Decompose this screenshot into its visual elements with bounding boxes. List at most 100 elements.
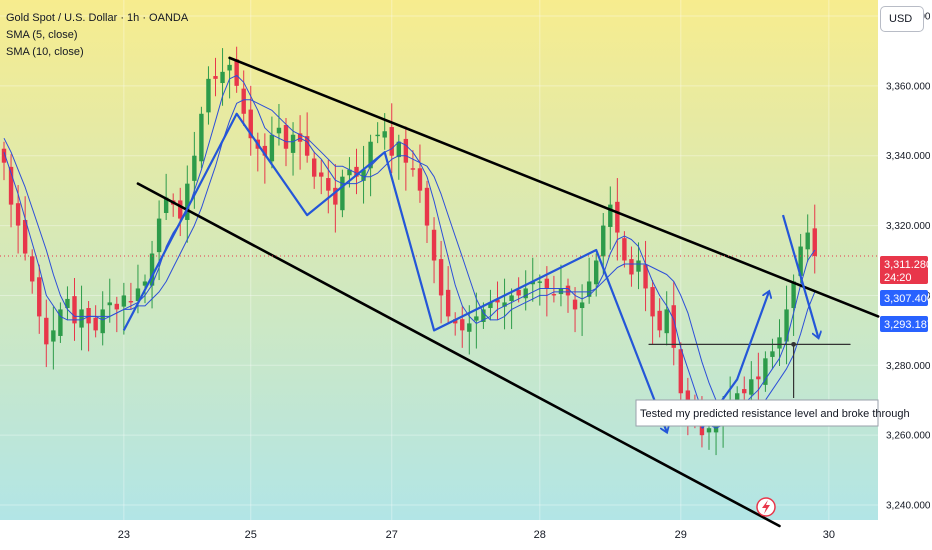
candle-body	[304, 136, 310, 156]
candle-body	[396, 141, 401, 158]
sma10-legend[interactable]: SMA (10, close)	[6, 46, 84, 58]
candle-body	[368, 141, 373, 169]
candle-body	[481, 309, 486, 322]
price-tag-sma_5	[880, 290, 928, 306]
candle-body	[756, 376, 761, 380]
candle-body	[262, 145, 268, 156]
candle-body	[565, 285, 571, 296]
x-tick-label: 27	[386, 529, 398, 541]
candle-body	[572, 299, 578, 310]
lower-trendline	[136, 182, 781, 528]
candle-body	[199, 113, 204, 162]
time-axis[interactable]: 23 25 27 28 29 30	[118, 529, 835, 541]
candle-body	[276, 127, 282, 134]
candle-body	[770, 351, 775, 357]
price-tag-label: 3,293.187	[884, 319, 932, 331]
candle-body	[784, 309, 789, 342]
candle-body	[107, 302, 112, 306]
candle-body	[79, 309, 84, 328]
x-tick-label: 25	[245, 529, 257, 541]
candle-body	[453, 319, 458, 324]
candle-body	[742, 389, 747, 394]
candle-body	[86, 308, 91, 324]
candle-body	[403, 138, 409, 163]
candle-body	[474, 316, 479, 321]
candle-body	[579, 302, 585, 309]
candle-body	[149, 253, 155, 286]
y-tick-label: 3,260.000	[886, 431, 931, 442]
candle-body	[671, 305, 676, 348]
candle-body	[495, 299, 500, 303]
candle-body	[375, 134, 380, 137]
candle-body	[509, 295, 514, 302]
candle-body	[558, 288, 564, 295]
candle-body	[586, 281, 592, 297]
x-tick-label: 30	[823, 529, 835, 541]
candle-body	[15, 203, 21, 226]
candle-body	[608, 204, 613, 227]
candle-body	[735, 393, 740, 404]
candle-body	[156, 218, 162, 253]
candle-body	[72, 296, 77, 324]
lightning-icon[interactable]	[756, 497, 776, 517]
candle-body	[185, 183, 190, 220]
candle-body	[424, 187, 430, 226]
candle-body	[163, 197, 169, 213]
candle-body	[297, 133, 303, 142]
candle-body	[812, 228, 817, 257]
candle-body	[347, 169, 352, 176]
price-tag-timer: 24:20	[884, 272, 912, 284]
candle-body	[749, 379, 754, 395]
annotation-callout[interactable]: Tested my predicted resistance level and…	[635, 341, 910, 427]
candle-body	[8, 166, 14, 205]
candle-body	[410, 168, 416, 170]
candle-body	[523, 288, 528, 299]
projection-path-3	[781, 214, 818, 337]
candle-body	[30, 256, 35, 282]
price-tag-label: 3,307.400	[884, 293, 932, 305]
candle-body	[227, 64, 232, 71]
candle-body	[333, 187, 338, 205]
x-tick-label: 28	[534, 529, 546, 541]
candle-body	[58, 309, 63, 336]
candle-body	[798, 246, 803, 276]
sma5-legend[interactable]: SMA (5, close)	[6, 29, 78, 41]
y-tick-label: 3,340.000	[886, 151, 931, 162]
candle-body	[445, 289, 451, 317]
candle-body	[516, 289, 521, 296]
candle-body	[502, 302, 507, 307]
price-tag-sma_10	[880, 316, 928, 332]
candle-body	[326, 178, 331, 191]
candle-body	[44, 317, 49, 345]
candle-body	[544, 278, 550, 289]
candle-body	[93, 317, 98, 331]
candle-body	[594, 260, 599, 285]
candle-body	[467, 323, 472, 332]
candlestick-series	[1, 46, 817, 456]
y-tick-label: 3,360.000	[886, 81, 931, 92]
candle-body	[312, 158, 317, 177]
candle-body	[678, 349, 683, 394]
candle-body	[290, 134, 296, 153]
candle-body	[192, 155, 197, 181]
y-tick-label: 3,280.000	[886, 361, 931, 372]
candle-body	[283, 124, 289, 149]
time-axis-background	[0, 520, 878, 550]
candle-body	[805, 232, 810, 250]
candle-body	[100, 309, 105, 334]
candle-body	[791, 281, 796, 309]
y-tick-label: 3,320.000	[886, 221, 931, 232]
candle-body	[248, 109, 253, 139]
candle-body	[241, 88, 246, 114]
candle-body	[629, 259, 634, 275]
candle-body	[657, 310, 662, 331]
candle-body	[389, 127, 394, 156]
candle-body	[622, 238, 627, 261]
currency-button[interactable]: USD	[880, 6, 924, 32]
price-tag-label: 3,311.280	[884, 259, 932, 271]
candle-body	[269, 134, 275, 162]
candle-body	[601, 225, 606, 257]
